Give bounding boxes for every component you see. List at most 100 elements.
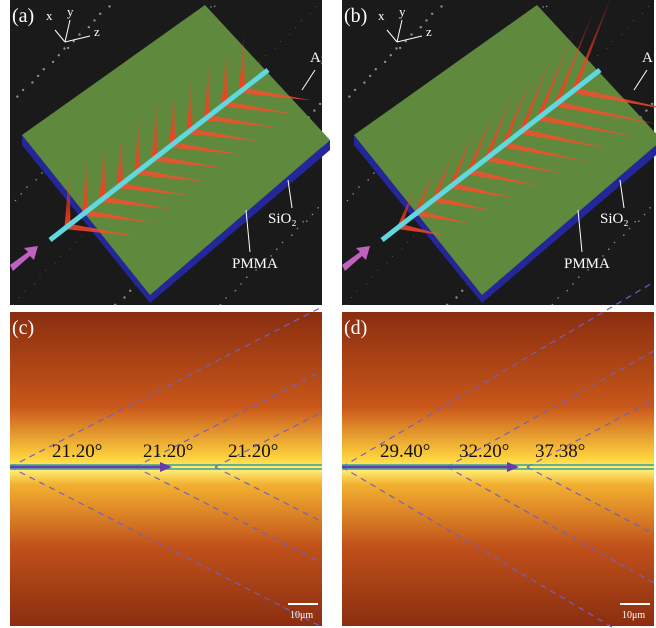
star: [357, 291, 358, 292]
star: [55, 263, 56, 264]
star: [627, 27, 628, 28]
star: [614, 242, 616, 244]
star: [312, 214, 314, 216]
star: [37, 75, 39, 77]
axis-label: z: [94, 24, 100, 39]
panel-label: (c): [12, 317, 34, 339]
schematic-panels: (a)xyzAgSiO₂PMMA(b)xyzASiO₂PMMA: [10, 0, 656, 306]
panel-label: (a): [12, 5, 34, 27]
star: [367, 179, 369, 181]
star: [276, 248, 278, 250]
image-panels: (c)21.20°21.20°21.20°10μm(d)29.40°32.20°…: [10, 282, 654, 628]
star: [455, 296, 457, 298]
star: [644, 214, 646, 216]
star: [578, 276, 580, 278]
annotation: SiO₂: [268, 211, 297, 227]
star: [295, 27, 296, 28]
star: [60, 256, 61, 257]
star: [41, 172, 43, 174]
axis-label: y: [399, 4, 406, 19]
star: [649, 207, 651, 209]
star: [313, 109, 315, 111]
star: [358, 186, 360, 188]
star: [240, 283, 242, 285]
star: [440, 5, 442, 7]
star: [319, 103, 321, 105]
star: [642, 13, 643, 14]
star: [45, 270, 46, 271]
star: [552, 304, 554, 306]
star: [399, 47, 401, 49]
star: [210, 6, 212, 8]
star: [612, 41, 613, 42]
star: [75, 242, 76, 243]
star: [13, 304, 14, 305]
star: [608, 248, 610, 250]
star: [265, 55, 266, 56]
axis-label: x: [46, 8, 53, 23]
star: [25, 291, 26, 292]
star: [302, 221, 304, 223]
star: [546, 5, 548, 7]
star: [629, 228, 631, 230]
annotation: A: [642, 50, 653, 66]
star: [260, 62, 261, 63]
star: [93, 19, 95, 21]
star: [425, 19, 427, 21]
star: [651, 103, 653, 105]
image-panel: (d)29.40°32.20°37.38°10μm: [342, 282, 654, 628]
star: [410, 33, 412, 35]
star: [351, 297, 352, 298]
star: [52, 61, 54, 63]
star: [88, 26, 90, 28]
schematic-panel: (a)xyzAgSiO₂PMMA: [10, 0, 330, 306]
star: [310, 13, 311, 14]
annotation: PMMA: [564, 256, 610, 272]
star: [297, 228, 299, 230]
star: [63, 47, 65, 49]
star: [633, 20, 634, 21]
star: [58, 54, 60, 56]
angle-label: 29.40°: [380, 441, 430, 462]
angle-label: 21.20°: [143, 441, 193, 462]
schematic-panel: (b)xyzASiO₂PMMA: [342, 0, 656, 306]
star: [81, 235, 82, 236]
star: [347, 200, 349, 202]
axis-label: y: [67, 4, 74, 19]
star: [235, 290, 237, 292]
star: [123, 296, 125, 298]
star: [114, 304, 116, 306]
star: [78, 33, 80, 35]
star: [225, 297, 227, 299]
star: [19, 297, 20, 298]
star: [20, 193, 22, 195]
star: [413, 235, 414, 236]
scale-label: 10μm: [290, 610, 313, 621]
star: [34, 283, 35, 284]
star: [446, 304, 448, 306]
star: [220, 304, 222, 306]
star: [645, 109, 647, 111]
star: [420, 26, 422, 28]
star: [407, 242, 408, 243]
star: [372, 277, 373, 278]
panel-label: (d): [344, 317, 367, 339]
angle-label: 32.20°: [459, 441, 509, 462]
star: [348, 95, 350, 97]
star: [390, 54, 392, 56]
image-panel: (c)21.20°21.20°21.20°10μm: [10, 307, 322, 627]
angle-label: 21.20°: [228, 441, 278, 462]
star: [377, 270, 378, 271]
star: [607, 48, 608, 49]
star: [15, 200, 17, 202]
star: [282, 242, 284, 244]
star: [366, 283, 367, 284]
star: [461, 290, 463, 292]
star: [369, 75, 371, 77]
star: [31, 81, 33, 83]
star: [67, 47, 69, 49]
star: [316, 6, 317, 7]
star: [301, 20, 302, 21]
star: [572, 283, 574, 285]
star: [99, 13, 101, 15]
